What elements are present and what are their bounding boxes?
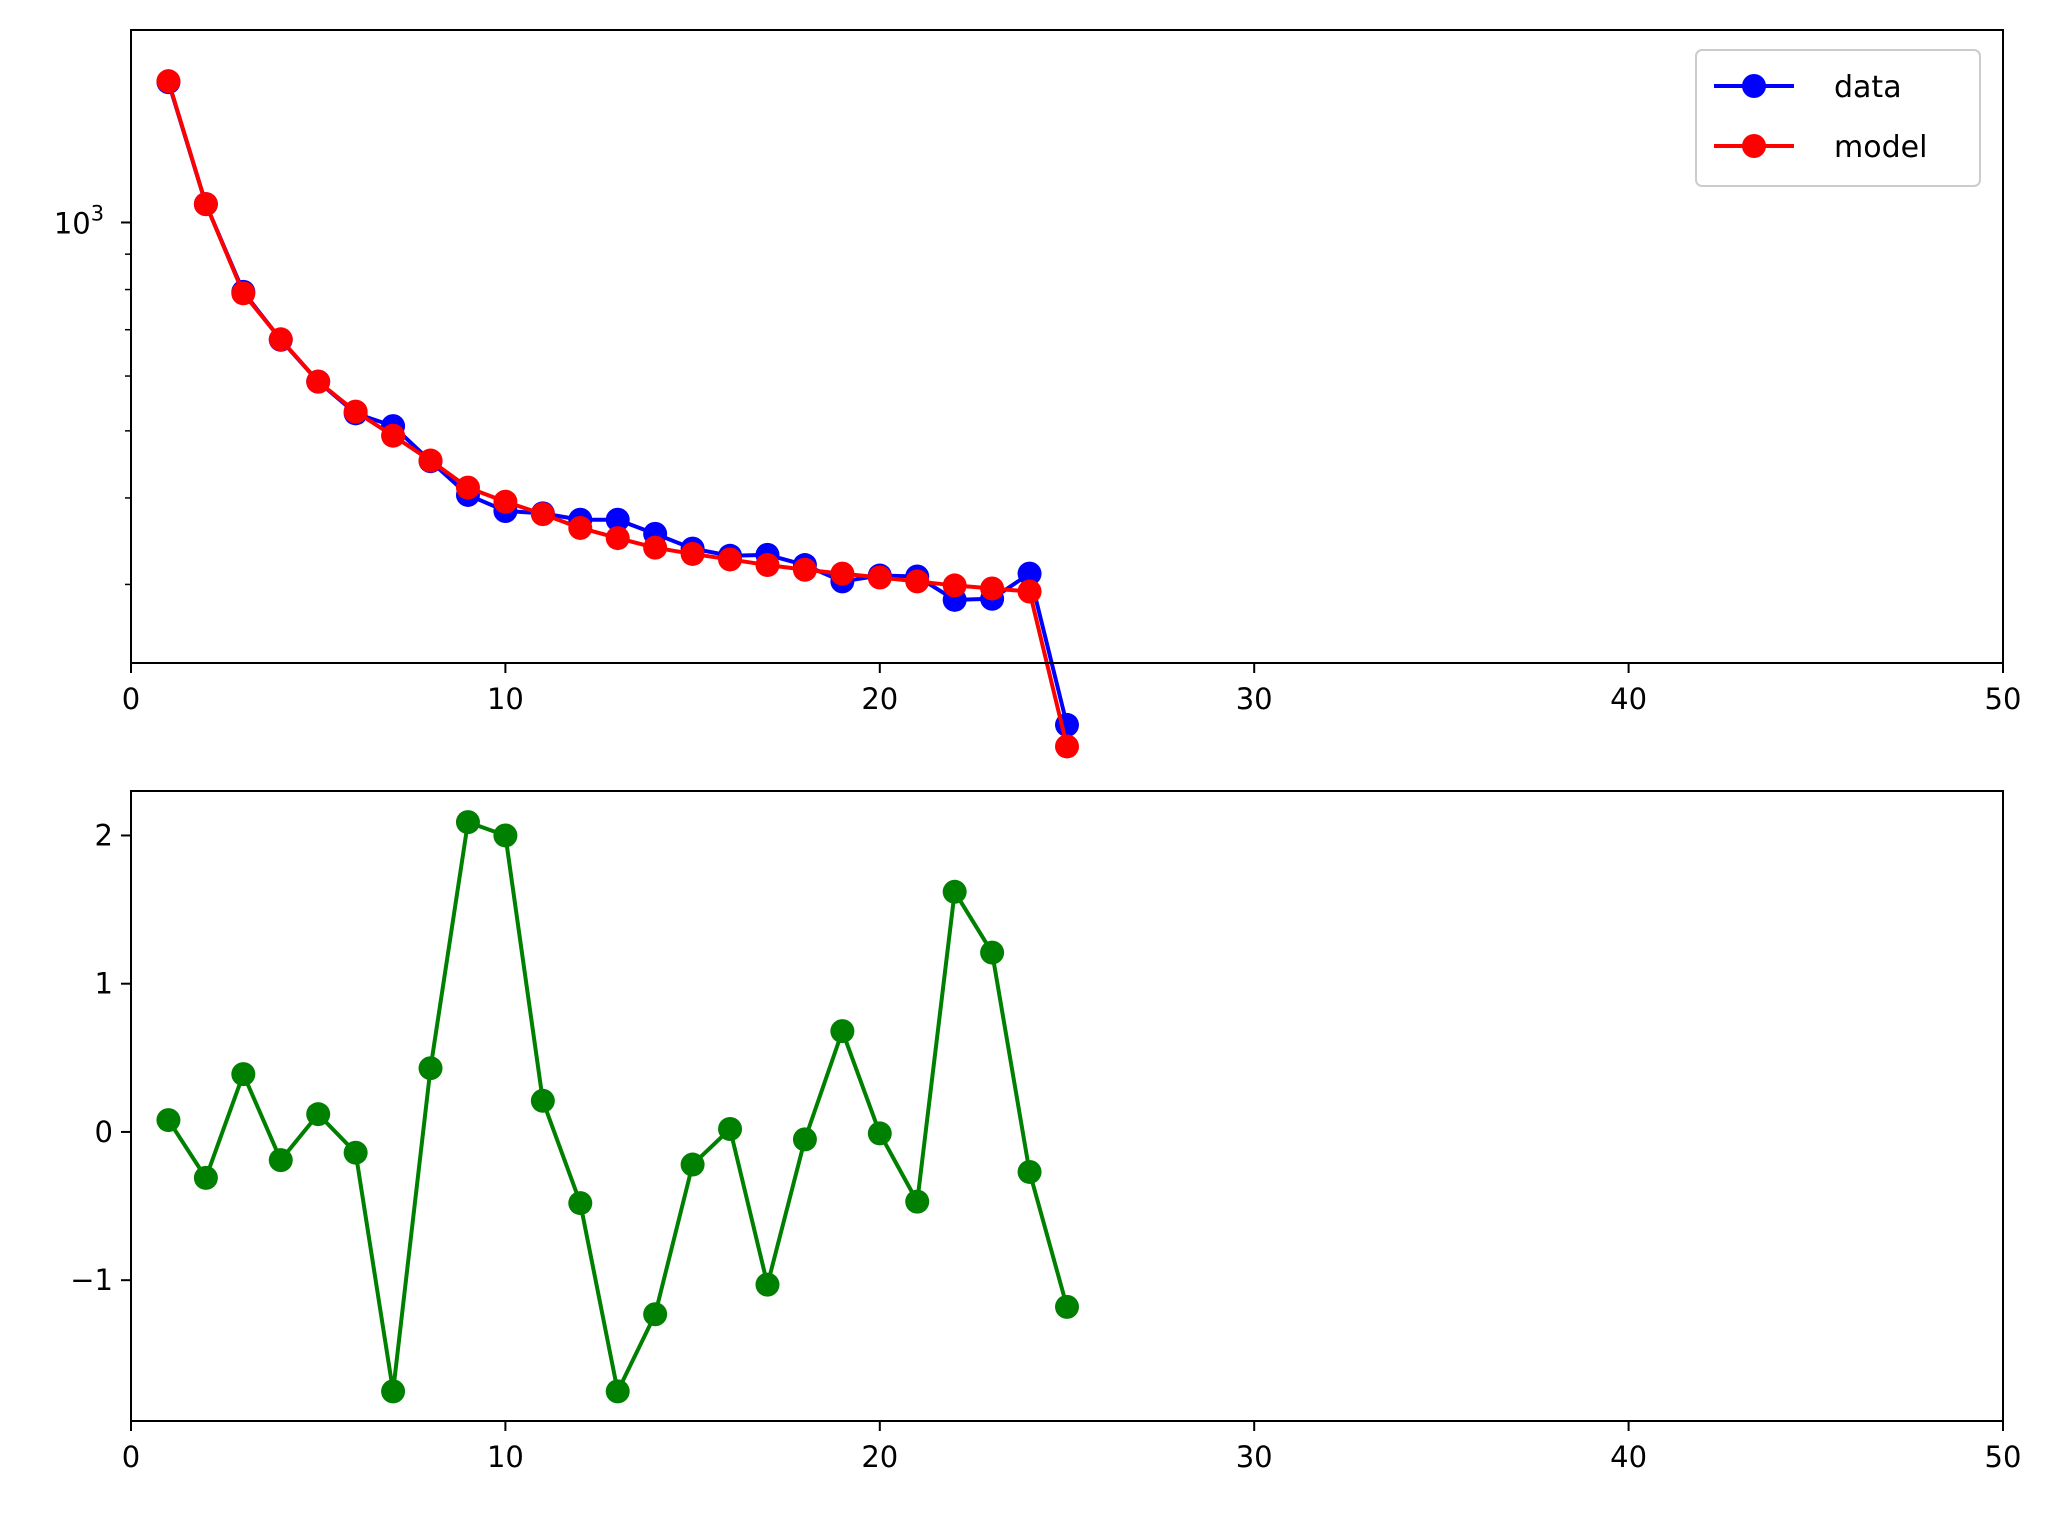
residual-point [381,1379,406,1404]
residual-x-tick-label: 40 [1610,1440,1647,1474]
model-point [718,547,743,572]
top-axes-frame [130,29,2004,664]
model-point [455,475,480,500]
top-x-tick-label: 30 [1236,682,1273,716]
model-point [680,541,705,566]
residual-point [418,1056,443,1081]
residual-point [792,1127,817,1152]
legend: data model [1695,49,1981,187]
legend-model-marker [1742,134,1766,158]
top-x-tick-label: 50 [1985,682,2022,716]
model-point [568,515,593,540]
residual-point [905,1189,930,1214]
top-x-tick-label: 40 [1610,682,1647,716]
model-point [980,576,1005,601]
model-point [1055,734,1079,759]
residual-y-tick-label: 2 [95,818,113,852]
model-point [381,423,406,448]
residual-x-tick-label: 10 [487,1440,524,1474]
residual-point [755,1272,780,1297]
residual-point [193,1165,218,1190]
model-point [792,557,817,582]
top-y-tick-label: 103 [54,201,104,240]
model-point [755,553,780,578]
residual-y-tick-label: 0 [95,1115,113,1149]
top-plot-panel: 0 10 20 30 40 50 103 data model [54,29,2022,759]
residual-x-tick-label: 20 [861,1440,898,1474]
model-point [231,281,256,306]
model-point [530,502,555,527]
model-series-line [166,80,1069,747]
residual-y-tick-label: −1 [70,1263,113,1297]
residual-y-tick-label: 1 [95,967,113,1001]
model-point [942,573,967,598]
data-point [605,507,630,532]
top-x-tick-label: 20 [861,682,898,716]
model-point [343,399,368,424]
top-x-tick-label: 10 [487,682,524,716]
residual-point [942,879,967,904]
residual-point [156,1108,181,1133]
residual-point [605,1379,630,1404]
residual-point [643,1302,668,1327]
residual-plot-panel: 0 10 20 30 40 50 −1 0 1 2 [70,790,2022,1474]
residual-point [1055,1294,1079,1319]
residual-point [306,1102,331,1127]
residual-point [830,1019,855,1044]
model-point [156,69,181,94]
model-point [905,569,930,594]
model-point [830,561,855,586]
model-point [643,535,668,560]
residual-x-tick-label: 0 [122,1440,140,1474]
model-point [493,489,518,514]
model-point [268,327,293,352]
model-point [306,369,331,394]
residual-point [343,1140,368,1165]
residual-point [493,823,518,848]
top-x-tick-label: 0 [122,682,140,716]
residual-point [680,1152,705,1177]
residual-point [1017,1159,1042,1184]
residual-x-tick-label: 30 [1236,1440,1273,1474]
data-point [1017,561,1042,586]
residual-point [718,1116,743,1141]
residual-point [867,1121,892,1146]
residual-point [231,1062,256,1087]
residual-axes-frame [130,790,2004,1422]
model-point [1017,579,1042,604]
data-series-line [166,81,1069,726]
residual-point [455,810,480,835]
residual-point [568,1191,593,1216]
model-point [193,192,218,217]
model-point [605,526,630,551]
model-point [867,565,892,590]
residual-x-tick-label: 50 [1985,1440,2022,1474]
residual-series-line [166,820,1069,1394]
residual-point [268,1148,293,1173]
legend-model-label: model [1834,130,1927,165]
model-point [418,448,443,473]
legend-data-marker [1742,74,1766,98]
legend-data-label: data [1834,70,1902,105]
residual-point [530,1088,555,1113]
residual-point [980,940,1005,965]
